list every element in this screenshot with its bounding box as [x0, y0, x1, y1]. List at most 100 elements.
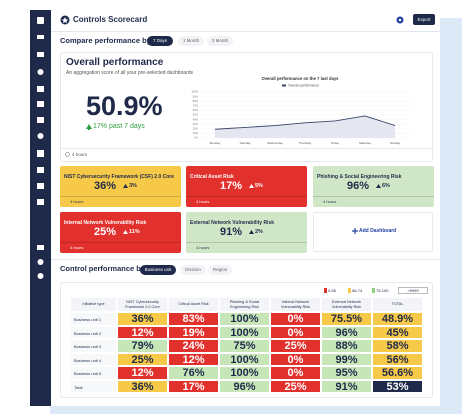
y-tick-label: 60%	[193, 108, 199, 112]
control-label: Control performance by	[60, 264, 146, 273]
dashboard-tile[interactable]	[60, 166, 181, 207]
y-tick-label: 40%	[193, 117, 199, 121]
tile-score: 36%	[94, 180, 117, 192]
tile-updated: 4 hours	[323, 199, 337, 204]
clock-icon	[65, 152, 70, 157]
tile-score: 96%	[347, 180, 370, 192]
table-cell: 36%	[117, 312, 168, 326]
table-cell: 79%	[117, 339, 168, 353]
legend-label: Overall performance	[288, 84, 319, 88]
legend-swatch	[372, 288, 375, 293]
column-header: Initiative type	[70, 297, 117, 312]
column-header: TOTAL	[372, 297, 423, 312]
y-tick-label: 70%	[193, 103, 199, 107]
tile-divider	[60, 196, 181, 197]
table-cell: 96%	[321, 325, 372, 339]
dashboard-tile[interactable]	[313, 166, 434, 207]
row-label: Business unit 5	[70, 366, 117, 380]
page-title: Controls Scorecard	[73, 15, 148, 24]
line	[214, 115, 396, 130]
table-cell: 100%	[219, 366, 270, 380]
tile-change: 11%	[129, 229, 140, 235]
option-pill[interactable]: 3 Month	[207, 36, 233, 46]
table-cell: 100%	[219, 352, 270, 366]
legend-swatch	[348, 288, 351, 293]
sidebar-bg	[30, 10, 51, 406]
dashboard-tile[interactable]	[60, 212, 181, 253]
table-cell: 96%	[219, 379, 270, 393]
table-cell: 45%	[372, 325, 423, 339]
add-dashboard[interactable]: Add Dashboard	[359, 228, 397, 234]
column-header: Phishing & Social Engineering Risk	[219, 297, 270, 312]
legend-swatch	[324, 288, 327, 293]
table-cell: 0%	[270, 325, 321, 339]
table-cell: 25%	[117, 352, 168, 366]
table-cell: 75%	[219, 339, 270, 353]
search-box[interactable]: >9999	[398, 287, 428, 294]
x-tick-label: Friday	[331, 141, 340, 145]
compare-label: Compare performance by	[60, 36, 151, 45]
add-dashboard-tile[interactable]	[313, 212, 433, 252]
row-label: Business unit 3	[70, 339, 117, 353]
option-pill[interactable]: 1 Month	[178, 36, 204, 46]
table-cell: 0%	[270, 312, 321, 326]
table-cell: 95%	[321, 366, 372, 380]
table-cell: 99%	[321, 352, 372, 366]
tile-updated: 4 hours	[196, 199, 210, 204]
y-tick-label: 10%	[193, 131, 199, 135]
table-cell: 19%	[168, 325, 219, 339]
legend-swatch	[282, 84, 286, 87]
table-cell: 56%	[372, 352, 423, 366]
table-cell: 83%	[168, 312, 219, 326]
tile-score: 17%	[220, 180, 243, 192]
y-tick-label: 0%	[194, 136, 198, 140]
table-cell: 88%	[321, 339, 372, 353]
column-header: Critical Asset Risk	[168, 297, 219, 312]
table-cell: 75.5%	[321, 312, 372, 326]
arrow	[249, 184, 254, 188]
option-pill[interactable]: Business unit	[140, 265, 176, 275]
row-label: Business unit 4	[70, 352, 117, 366]
settings-icon[interactable]	[396, 16, 404, 24]
table-cell: 58%	[372, 339, 423, 353]
tile-updated: 4 hours	[70, 245, 84, 250]
up-arrow	[123, 230, 128, 234]
dashboard-tile[interactable]	[186, 212, 307, 253]
option-pill[interactable]: Region	[208, 265, 232, 275]
dashboard-tile[interactable]	[186, 166, 307, 207]
row-label: Business unit 1	[70, 312, 117, 326]
y-tick-label: 30%	[193, 122, 199, 126]
sidebar-icons	[37, 17, 44, 279]
tile-divider	[186, 242, 307, 243]
option-pill[interactable]: Division	[180, 265, 206, 275]
table-cell: 36%	[117, 379, 168, 393]
tile-score: 25%	[94, 226, 117, 238]
tile-change: 3%	[129, 183, 137, 189]
tile-change: 2%	[255, 229, 263, 235]
table-cell: 100%	[219, 325, 270, 339]
arrow	[376, 184, 381, 188]
y-tick-label: 20%	[193, 126, 199, 130]
option-pill[interactable]: 7 Days	[147, 36, 173, 46]
overall-updated: 4 hours	[72, 152, 88, 157]
y-tick-label: 90%	[193, 94, 199, 98]
legend-label: 0-55	[328, 288, 337, 293]
overall-title: Overall performance	[66, 57, 164, 68]
chart-title: Overall performance on the 7 last days	[261, 76, 339, 81]
table-cell: 48.9%	[372, 312, 423, 326]
arrow	[123, 230, 128, 234]
x-tick-label: Sunday	[390, 141, 401, 145]
legend-label: 56-74	[352, 288, 363, 293]
table-cell: 53%	[372, 379, 423, 393]
table-cell: 0%	[270, 366, 321, 380]
arrow	[249, 230, 254, 234]
y-tick-label: 100%	[191, 90, 198, 94]
up-arrow	[86, 124, 92, 130]
table-cell: 0%	[270, 352, 321, 366]
table-cell: 100%	[219, 312, 270, 326]
x-tick-label: Thursday	[299, 141, 312, 145]
column-header: NIST Cybersecurity Framework 2.0 Core	[117, 297, 168, 312]
export-button[interactable]: Export	[413, 14, 435, 25]
overall-score: 50.9%	[86, 91, 163, 121]
table-cell: 25%	[270, 339, 321, 353]
